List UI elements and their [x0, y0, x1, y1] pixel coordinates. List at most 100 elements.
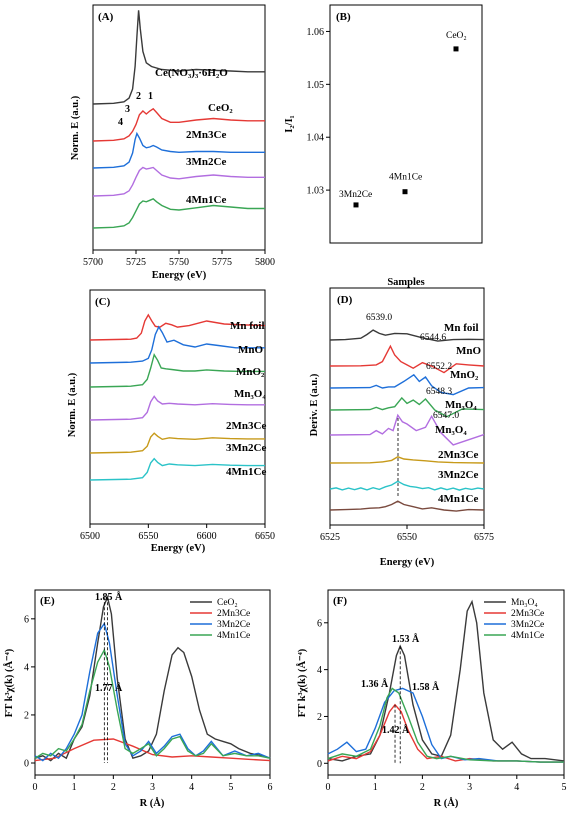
panel-b-tag: (B)	[336, 11, 351, 23]
xtick-label-a-4: 5800	[255, 257, 275, 268]
xtick-label-f-4: 4	[514, 782, 519, 793]
f-peak-142: 1.42 Å	[382, 724, 410, 736]
curve-a-3	[92, 166, 265, 197]
xtick-label-a-3: 5775	[212, 257, 232, 268]
ytick-label-e-1: 2	[24, 710, 29, 721]
panel-d-curves	[329, 329, 485, 512]
point-label-b-0: 3Mn2Ce	[339, 190, 372, 200]
xtick-label-d-1: 6550	[397, 532, 417, 543]
peak-label-1: 1	[148, 91, 153, 102]
xtick-label-f-5: 5	[562, 782, 567, 793]
panel-d-xlabel: Energy (eV)	[380, 557, 435, 568]
point-label-b-2: CeO₂	[446, 31, 467, 41]
f-peak-153: 1.53 Å	[392, 633, 420, 645]
panel-c: (C) 6500 6550 6600 6650 Energy (eV) Norm. E…	[67, 289, 275, 554]
panel-a: (A) 5700 5725 5750 5775 5800 Energy (eV) Nor…	[70, 4, 275, 281]
xtick-label-f-3: 3	[467, 782, 472, 793]
label-2mn3ce: 2Mn3Ce	[186, 129, 226, 141]
panel-b-frame	[329, 4, 483, 244]
c-label-mn-foil: Mn foil	[230, 320, 265, 332]
d-peak-6548: 6548.3	[426, 387, 452, 397]
ytick-label-f-1: 2	[317, 712, 322, 723]
d-label-2mn3ce: 2Mn3Ce	[438, 449, 478, 461]
ytick-label-f-0: 0	[317, 759, 322, 770]
panel-d-ticks: 6525 6550 6575	[320, 525, 494, 543]
point-b-2	[453, 46, 459, 52]
xtick-label-c-2: 6600	[197, 531, 217, 542]
c-label-3mn2ce: 3Mn2Ce	[226, 442, 266, 454]
curve-c-2	[89, 325, 265, 364]
curve-a-2	[92, 131, 265, 169]
curve-c-1	[89, 313, 266, 341]
d-peak-6547: 6547.0	[433, 411, 459, 421]
panel-b: (B) 1.03 1.04 1.05 1.06 3Mn2Ce 4Mn1Ce CeO₂ Sa…	[284, 4, 483, 288]
panel-e-ylabel: FT k³χ(k) (Å⁻⁴)	[3, 648, 15, 717]
legend-label-e-0: CeO₂	[217, 598, 238, 608]
curve-d-0	[329, 329, 485, 342]
curve-e-1	[34, 738, 271, 762]
xtick-label-a-1: 5725	[126, 257, 146, 268]
xtick-label-f-2: 2	[420, 782, 425, 793]
panel-f-xlabel: R (Å)	[434, 797, 459, 809]
peak-label-2: 2	[136, 91, 141, 102]
panel-f-ylabel: FT k³χ(k) (Å⁻⁴)	[296, 648, 308, 717]
panel-c-xlabel: Energy (eV)	[151, 543, 206, 554]
c-label-4mn1ce: 4Mn1Ce	[226, 466, 266, 478]
xtick-label-c-3: 6650	[255, 531, 275, 542]
ytick-label-e-2: 4	[24, 662, 29, 673]
label-3mn2ce: 3Mn2Ce	[186, 156, 226, 168]
xtick-label-e-0: 0	[33, 782, 38, 793]
d-label-4mn1ce: 4Mn1Ce	[438, 493, 478, 505]
d-peak-6539: 6539.0	[366, 313, 392, 323]
ytick-label-b-0: 1.03	[307, 186, 325, 197]
legend-label-e-2: 3Mn2Ce	[217, 620, 250, 630]
legend-label-e-1: 2Mn3Ce	[217, 609, 250, 619]
panel-d: (D) 6525 6550 6575 Energy (eV) Deriv. E (a…	[309, 287, 494, 568]
curve-d-1	[329, 344, 485, 374]
legend-label-e-3: 4Mn1Ce	[217, 631, 250, 641]
xtick-label-a-2: 5750	[169, 257, 189, 268]
curve-c-5	[89, 432, 265, 454]
e-peak-177: 1.77 Å	[95, 682, 123, 694]
xtick-label-c-0: 6500	[80, 531, 100, 542]
ytick-label-b-2: 1.05	[307, 80, 325, 91]
panel-b-xlabel: Samples	[387, 277, 424, 288]
panel-a-tag: (A)	[98, 11, 114, 23]
curve-d-3	[329, 396, 485, 418]
label-ceo2: CeO₂	[208, 102, 233, 114]
panel-e-tag: (E)	[40, 595, 55, 607]
peak-label-4: 4	[118, 117, 123, 128]
panel-e-xlabel: R (Å)	[140, 797, 165, 809]
label-4mn1ce: 4Mn1Ce	[186, 194, 226, 206]
curve-f-2	[327, 687, 564, 763]
panel-f-tag: (F)	[333, 595, 347, 607]
panel-c-curves	[89, 313, 266, 481]
curve-e-2	[34, 621, 271, 762]
label-ce-nitrate: Ce(NO₃)₃·6H₂O	[155, 67, 228, 79]
curve-d-6	[329, 480, 485, 491]
d-label-mn-foil: Mn foil	[444, 322, 479, 334]
f-peak-136: 1.36 Å	[361, 678, 389, 690]
panel-a-xlabel: Energy (eV)	[152, 270, 207, 281]
panel-a-ylabel: Norm. E (a.u.)	[70, 95, 81, 160]
panel-f-curves	[327, 599, 565, 764]
ytick-label-e-3: 6	[24, 614, 29, 625]
panel-f-frame	[327, 589, 565, 776]
d-peak-6544: 6544.6	[420, 333, 446, 343]
panel-c-ticks: 6500 6550 6600 6650	[80, 524, 275, 542]
d-label-mn3o4-a: Mn₃O₄	[445, 399, 477, 411]
legend-label-f-1: 2Mn3Ce	[511, 609, 544, 619]
point-label-b-1: 4Mn1Ce	[389, 173, 422, 183]
curve-d-4	[329, 413, 485, 446]
ytick-label-f-2: 4	[317, 665, 322, 676]
curve-a-0	[92, 10, 265, 105]
xtick-label-f-0: 0	[326, 782, 331, 793]
curve-d-2	[329, 373, 485, 396]
panel-a-curves	[92, 10, 265, 229]
d-label-mno2: MnO₂	[450, 369, 479, 381]
c-label-mn3o4: Mn₃O₄	[234, 388, 266, 400]
panel-b-ylabel: I₂/I₁	[284, 115, 295, 132]
